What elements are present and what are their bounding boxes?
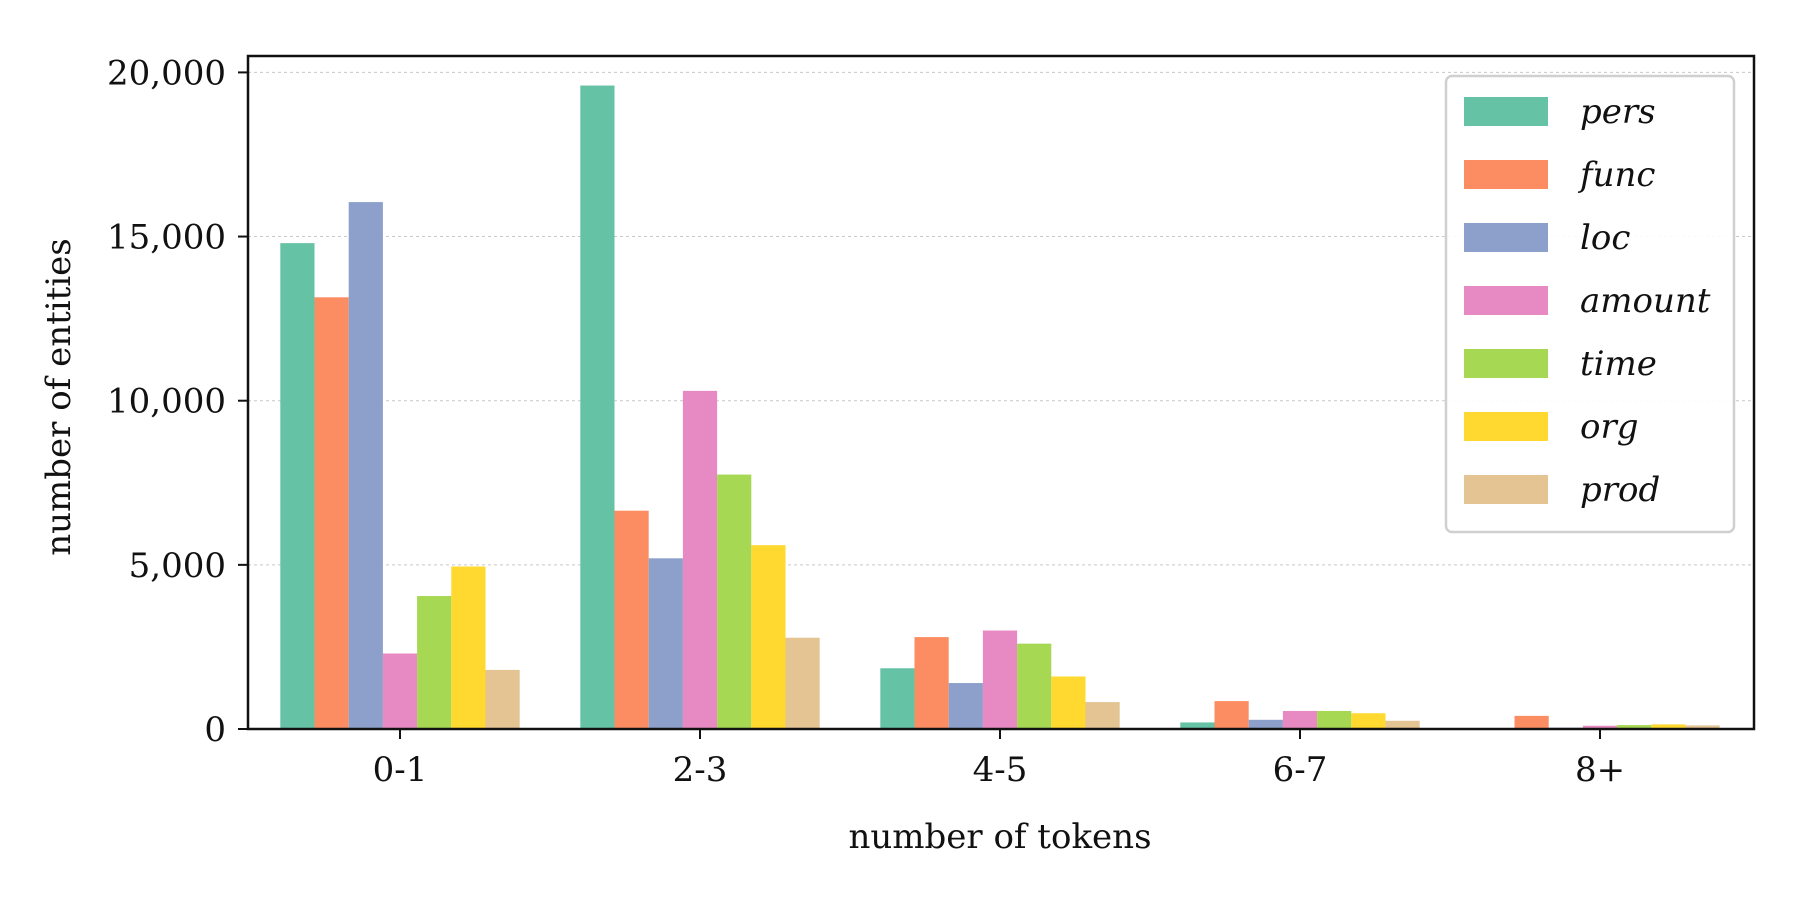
bar-prod-4-5 — [1085, 702, 1120, 729]
bar-func-6-7 — [1214, 701, 1249, 729]
legend-label-prod: prod — [1580, 470, 1660, 510]
legend-swatch-time — [1464, 349, 1548, 378]
legend-swatch-loc — [1464, 223, 1548, 252]
bar-pers-0-1 — [280, 243, 315, 729]
legend-label-loc: loc — [1580, 218, 1630, 258]
labels-layer: number of tokens number of entities — [39, 238, 1152, 857]
x-tick-label: 6-7 — [1273, 750, 1328, 790]
bar-org-0-1 — [451, 566, 486, 729]
y-tick-label: 0 — [204, 710, 226, 750]
bar-org-2-3 — [751, 545, 786, 729]
y-axis-label: number of entities — [39, 238, 79, 556]
bar-time-6-7 — [1317, 710, 1352, 729]
legend-swatch-amount — [1464, 286, 1548, 315]
x-tick-label: 0-1 — [373, 750, 428, 790]
legend: pers func loc amount time org prod — [1444, 74, 1736, 534]
bar-amount-8+ — [1582, 725, 1618, 729]
y-tick-label: 10,000 — [107, 382, 226, 422]
bar-amount-2-3 — [682, 390, 718, 729]
y-tick-label: 5,000 — [129, 546, 226, 586]
bar-org-6-7 — [1351, 713, 1386, 729]
bar-prod-0-1 — [485, 669, 520, 729]
x-tick-label: 8+ — [1575, 750, 1625, 790]
bar-pers-2-3 — [580, 85, 615, 730]
legend-label-amount: amount — [1580, 281, 1711, 321]
bar-loc-0-1 — [348, 202, 383, 730]
x-tick-label: 2-3 — [673, 750, 728, 790]
bar-amount-6-7 — [1282, 710, 1318, 729]
bar-func-8+ — [1514, 715, 1549, 729]
bar-func-0-1 — [314, 297, 349, 729]
bar-prod-8+ — [1685, 725, 1720, 729]
y-tick-label: 15,000 — [107, 218, 226, 258]
legend-swatch-pers — [1464, 97, 1548, 126]
bar-time-2-3 — [717, 474, 752, 729]
bar-loc-4-5 — [948, 683, 983, 729]
legend-label-time: time — [1580, 344, 1657, 384]
bar-func-2-3 — [614, 510, 649, 729]
legend-swatch-prod — [1464, 475, 1548, 504]
x-axis-label: number of tokens — [848, 817, 1151, 857]
bar-func-4-5 — [914, 637, 949, 729]
bars-layer — [280, 85, 1720, 730]
legend-label-pers: pers — [1580, 92, 1656, 132]
bar-time-4-5 — [1017, 643, 1052, 729]
bar-prod-6-7 — [1385, 720, 1420, 729]
bar-amount-0-1 — [382, 653, 418, 729]
bar-time-8+ — [1617, 725, 1652, 729]
x-tick-label: 4-5 — [973, 750, 1028, 790]
ticks-layer: 0-1 2-3 4-5 6-7 8+ 0 5,000 10,000 15,000 20,000 — [107, 53, 1625, 790]
bar-amount-4-5 — [982, 630, 1018, 729]
bar-pers-6-7 — [1180, 722, 1215, 729]
bar-org-4-5 — [1051, 676, 1086, 729]
bar-org-8+ — [1651, 724, 1686, 729]
legend-label-org: org — [1580, 407, 1639, 447]
bar-prod-2-3 — [785, 637, 820, 729]
bar-time-0-1 — [417, 596, 452, 729]
y-tick-label: 20,000 — [107, 53, 226, 93]
legend-swatch-func — [1464, 160, 1548, 189]
legend-label-func: func — [1577, 155, 1655, 195]
bar-pers-4-5 — [880, 668, 915, 729]
bar-loc-6-7 — [1248, 719, 1283, 729]
bar-loc-2-3 — [648, 558, 683, 729]
legend-swatch-org — [1464, 412, 1548, 441]
